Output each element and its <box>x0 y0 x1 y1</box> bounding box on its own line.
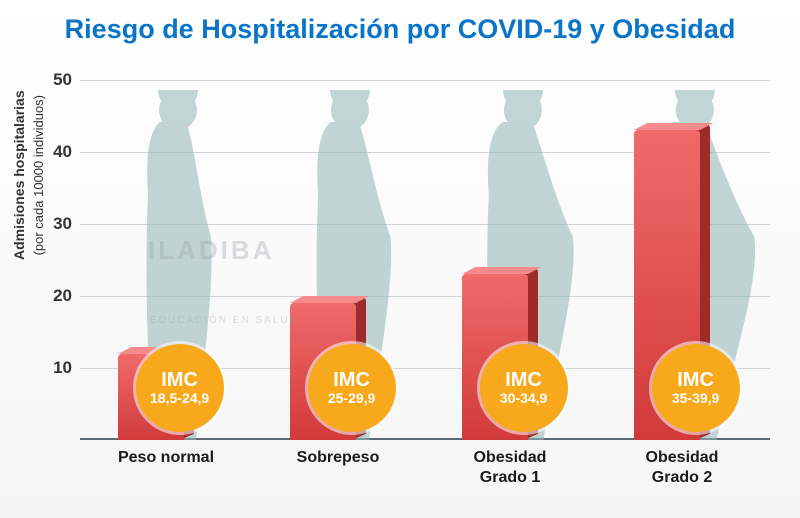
imc-badge-label: IMC <box>677 370 714 391</box>
gridline <box>80 80 770 81</box>
imc-badge: IMC30-34,9 <box>480 344 568 432</box>
y-axis-label-main: Admisiones hospitalarias <box>11 90 27 260</box>
chart-title: Riesgo de Hospitalización por COVID-19 y… <box>0 0 800 45</box>
chart-area: 1020304050 IMC18,5-24,9Peso normal IMC25… <box>80 80 770 440</box>
imc-badge-range: 35-39,9 <box>672 391 719 406</box>
imc-badge-range: 25-29,9 <box>328 391 375 406</box>
imc-badge: IMC35-39,9 <box>652 344 740 432</box>
imc-badge-range: 18,5-24,9 <box>150 391 209 406</box>
y-tick: 50 <box>42 70 72 90</box>
y-axis-label: Admisiones hospitalarias (por cada 10000… <box>10 90 48 260</box>
y-tick: 10 <box>42 358 72 378</box>
watermark-sub: EDUCACIÓN EN SALUD <box>150 315 299 326</box>
bar-top <box>290 296 369 303</box>
imc-badge-label: IMC <box>161 370 198 391</box>
y-tick: 40 <box>42 142 72 162</box>
x-category-label: ObesidadGrado 1 <box>424 448 596 488</box>
plot: 1020304050 IMC18,5-24,9Peso normal IMC25… <box>80 80 770 440</box>
imc-badge: IMC25-29,9 <box>308 344 396 432</box>
imc-badge-range: 30-34,9 <box>500 391 547 406</box>
y-tick: 30 <box>42 214 72 234</box>
y-tick: 20 <box>42 286 72 306</box>
x-category-label: ObesidadGrado 2 <box>596 448 768 488</box>
imc-badge: IMC18,5-24,9 <box>136 344 224 432</box>
imc-badge-label: IMC <box>333 370 370 391</box>
x-category-label: Peso normal <box>80 448 252 468</box>
x-category-label: Sobrepeso <box>252 448 424 468</box>
imc-badge-label: IMC <box>505 370 542 391</box>
